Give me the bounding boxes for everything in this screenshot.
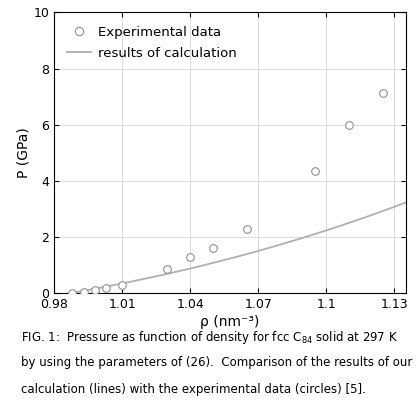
Legend: Experimental data, results of calculation: Experimental data, results of calculatio… bbox=[62, 20, 242, 65]
Text: by using the parameters of (26).  Comparison of the results of our: by using the parameters of (26). Compari… bbox=[21, 356, 412, 369]
X-axis label: ρ (nm⁻³): ρ (nm⁻³) bbox=[200, 315, 260, 329]
Text: FIG. 1:  Pressure as function of density for fcc C$_{84}$ solid at 297 K: FIG. 1: Pressure as function of density … bbox=[21, 329, 398, 346]
Text: calculation (lines) with the experimental data (circles) [5].: calculation (lines) with the experimenta… bbox=[21, 383, 366, 396]
Y-axis label: P (GPa): P (GPa) bbox=[17, 128, 30, 178]
